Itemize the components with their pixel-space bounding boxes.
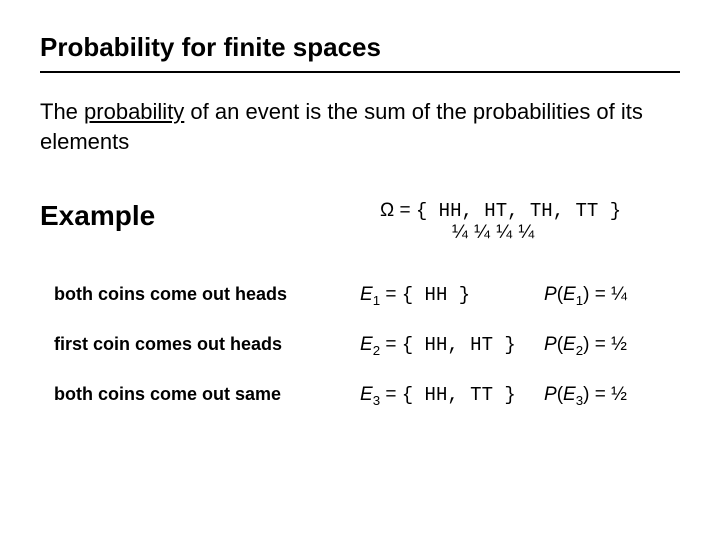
event-prob: P(E3) = ½ [544,384,627,408]
equals: = [400,200,416,221]
intro-text: The probability of an event is the sum o… [40,97,680,156]
omega-symbol: Ω [380,200,394,221]
sample-space: Ω = { HH, HT, TH, TT } ¼ ¼ ¼ ¼ [380,200,621,244]
p-val: ½ [611,384,627,405]
set-contents: { HH, TT } [402,384,516,406]
event-prob: P(E2) = ½ [544,334,627,358]
p-val: ¼ [611,284,627,305]
e-label: E [360,384,373,405]
e-label: E [360,284,373,305]
e-sub: 2 [373,343,380,358]
event-row-3: both coins come out same E3 = { HH, TT }… [40,384,680,408]
p-e-sub: 2 [576,343,583,358]
p-e-label: E [563,284,576,305]
e-sub: 1 [373,293,380,308]
set-contents: { HH, HT } [402,334,516,356]
slide-title: Probability for finite spaces [40,32,680,73]
intro-pre: The [40,99,84,124]
event-prob: P(E1) = ¼ [544,284,627,308]
example-label: Example [40,200,380,232]
event-math: E3 = { HH, TT } P(E3) = ½ [360,384,680,408]
p-e-label: E [563,384,576,405]
event-row-2: first coin comes out heads E2 = { HH, HT… [40,334,680,358]
event-set: E1 = { HH } [360,284,520,308]
set-contents: { HH } [402,284,470,306]
p-e-sub: 3 [576,393,583,408]
omega-line: Ω = { HH, HT, TH, TT } [380,200,621,222]
event-row-1: both coins come out heads E1 = { HH } P(… [40,284,680,308]
p-e-label: E [563,334,576,355]
p-label: P [544,284,557,305]
e-sub: 3 [373,393,380,408]
p-label: P [544,334,557,355]
omega-outcomes: { HH, HT, TH, TT } [416,200,621,222]
event-math: E1 = { HH } P(E1) = ¼ [360,284,680,308]
p-e-sub: 1 [576,293,583,308]
event-desc: both coins come out same [40,384,360,405]
omega-probs: ¼ ¼ ¼ ¼ [380,222,621,244]
e-label: E [360,334,373,355]
p-val: ½ [611,334,627,355]
intro-underlined: probability [84,99,184,124]
event-set: E2 = { HH, HT } [360,334,520,358]
p-label: P [544,384,557,405]
event-desc: both coins come out heads [40,284,360,305]
event-set: E3 = { HH, TT } [360,384,520,408]
event-desc: first coin comes out heads [40,334,360,355]
event-math: E2 = { HH, HT } P(E2) = ½ [360,334,680,358]
example-row: Example Ω = { HH, HT, TH, TT } ¼ ¼ ¼ ¼ [40,200,680,244]
